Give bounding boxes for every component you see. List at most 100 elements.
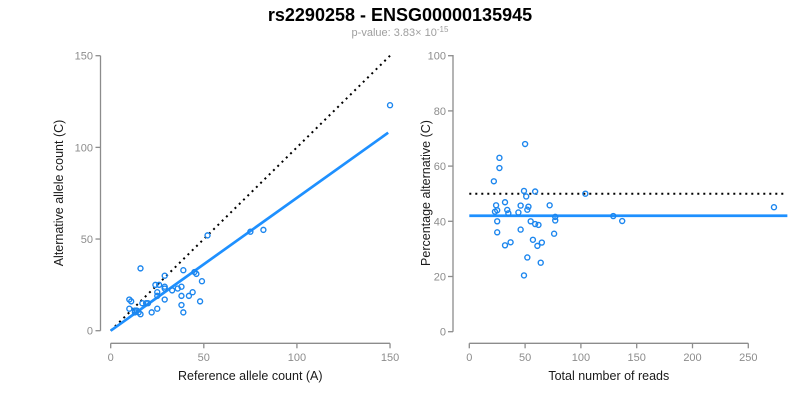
scatter-point xyxy=(534,242,541,250)
scatter-point xyxy=(520,187,528,195)
scatter-point xyxy=(196,298,204,305)
scatter-point xyxy=(154,292,161,300)
y-tick-label: 0 xyxy=(87,326,93,338)
x-axis-title: Total number of reads xyxy=(548,369,669,383)
scatter-point xyxy=(185,292,193,300)
x-tick-label: 150 xyxy=(381,352,399,364)
figure-title: rs2290258 - ENSG00000135945 xyxy=(268,5,532,25)
figure-subtitle: p-value: 3.83× 10-15 xyxy=(352,25,449,39)
pvalue-base: 3.83× 10 xyxy=(394,27,437,39)
scatter-point xyxy=(127,298,135,305)
scatter-point xyxy=(524,254,531,261)
scatter-point xyxy=(494,229,501,236)
y-tick-label: 100 xyxy=(428,51,446,63)
scatter-point xyxy=(517,226,524,233)
scatter-point xyxy=(161,272,168,279)
y-tick-label: 0 xyxy=(440,327,446,339)
scatter-point xyxy=(520,272,528,279)
scatter-point xyxy=(531,188,539,195)
scatter-point xyxy=(154,289,161,296)
scatter-point xyxy=(144,300,152,307)
scatter-point xyxy=(198,278,206,285)
scatter-point xyxy=(610,212,617,220)
x-tick-label: 150 xyxy=(628,352,646,364)
scatter-point xyxy=(152,281,159,289)
pvalue-prefix: p-value: xyxy=(352,27,394,39)
scatter-point xyxy=(490,178,498,185)
x-tick-label: 100 xyxy=(288,352,306,364)
scatter-point xyxy=(552,217,559,224)
scatter-point xyxy=(247,228,254,235)
y-tick-label: 20 xyxy=(434,272,446,284)
identity-line xyxy=(109,54,391,332)
scatter-point xyxy=(550,230,558,237)
scatter-point xyxy=(538,239,546,246)
y-axis-title: Percentage alternative (C) xyxy=(419,120,433,266)
scatter-point xyxy=(178,292,185,300)
scatter-point xyxy=(126,305,133,312)
x-tick-label: 250 xyxy=(739,352,757,364)
x-tick-label: 100 xyxy=(572,352,590,364)
allele-count-scatter-panel: 0 50 100 150 0 50 100 150 Reference allele count… xyxy=(52,51,399,383)
scatter-point xyxy=(546,202,553,209)
x-tick-label: 50 xyxy=(198,352,210,364)
scatter-point xyxy=(618,217,626,225)
scatter-point xyxy=(505,210,512,217)
y-tick-label: 100 xyxy=(75,142,93,154)
scatter-point xyxy=(204,232,211,239)
scatter-point xyxy=(504,206,511,214)
percentage-scatter-panel: 0 50 100 150 200 250 0 20 40 60 80 100 Total number … xyxy=(419,51,788,383)
x-tick-label: 0 xyxy=(108,352,114,364)
fit-line xyxy=(109,131,389,332)
scatter-point xyxy=(517,202,524,209)
scatter-point xyxy=(161,296,168,303)
scatter-point xyxy=(494,218,501,225)
scatter-point xyxy=(178,283,185,290)
scatter-point xyxy=(525,203,532,210)
y-tick-label: 50 xyxy=(81,234,93,246)
scatter-point xyxy=(180,309,187,316)
scatter-point xyxy=(501,242,509,249)
scatter-point xyxy=(148,309,155,316)
scatter-point xyxy=(529,236,537,243)
scatter-point xyxy=(531,220,539,228)
scatter-point xyxy=(770,204,778,211)
scatter-point xyxy=(501,199,509,206)
y-tick-label: 80 xyxy=(434,106,446,118)
pvalue-exponent: -15 xyxy=(437,25,449,34)
scatter-point xyxy=(154,305,161,312)
scatter-point xyxy=(178,301,185,309)
scatter-point xyxy=(161,285,168,292)
scatter-point xyxy=(521,140,529,148)
scatter-point xyxy=(137,311,144,318)
scatter-point xyxy=(260,226,267,234)
scatter-point xyxy=(515,209,522,216)
scatter-point xyxy=(507,239,514,246)
scatter-point xyxy=(535,221,542,229)
scatter-point xyxy=(168,287,176,294)
x-tick-label: 50 xyxy=(519,352,531,364)
scatter-point xyxy=(137,265,144,272)
y-axis-title: Alternative allele count (C) xyxy=(52,120,66,267)
scatter-point xyxy=(131,309,139,316)
x-axis-title: Reference allele count (A) xyxy=(178,369,323,383)
y-tick-label: 150 xyxy=(75,51,93,63)
x-tick-label: 0 xyxy=(466,352,472,364)
scatter-point xyxy=(552,213,559,221)
scatter-point xyxy=(491,208,499,215)
scatter-point xyxy=(537,259,544,266)
scatter-point xyxy=(496,164,503,172)
scatter-point xyxy=(180,267,187,274)
y-tick-label: 40 xyxy=(434,216,446,228)
scatter-point xyxy=(155,281,163,289)
scatter-point xyxy=(527,218,534,225)
scatter-point xyxy=(523,193,530,200)
scatter-point xyxy=(524,206,531,213)
scatter-point xyxy=(582,190,589,197)
x-tick-label: 200 xyxy=(683,352,701,364)
y-tick-label: 60 xyxy=(434,161,446,173)
scatter-point xyxy=(492,202,500,209)
scatter-point xyxy=(189,289,196,296)
